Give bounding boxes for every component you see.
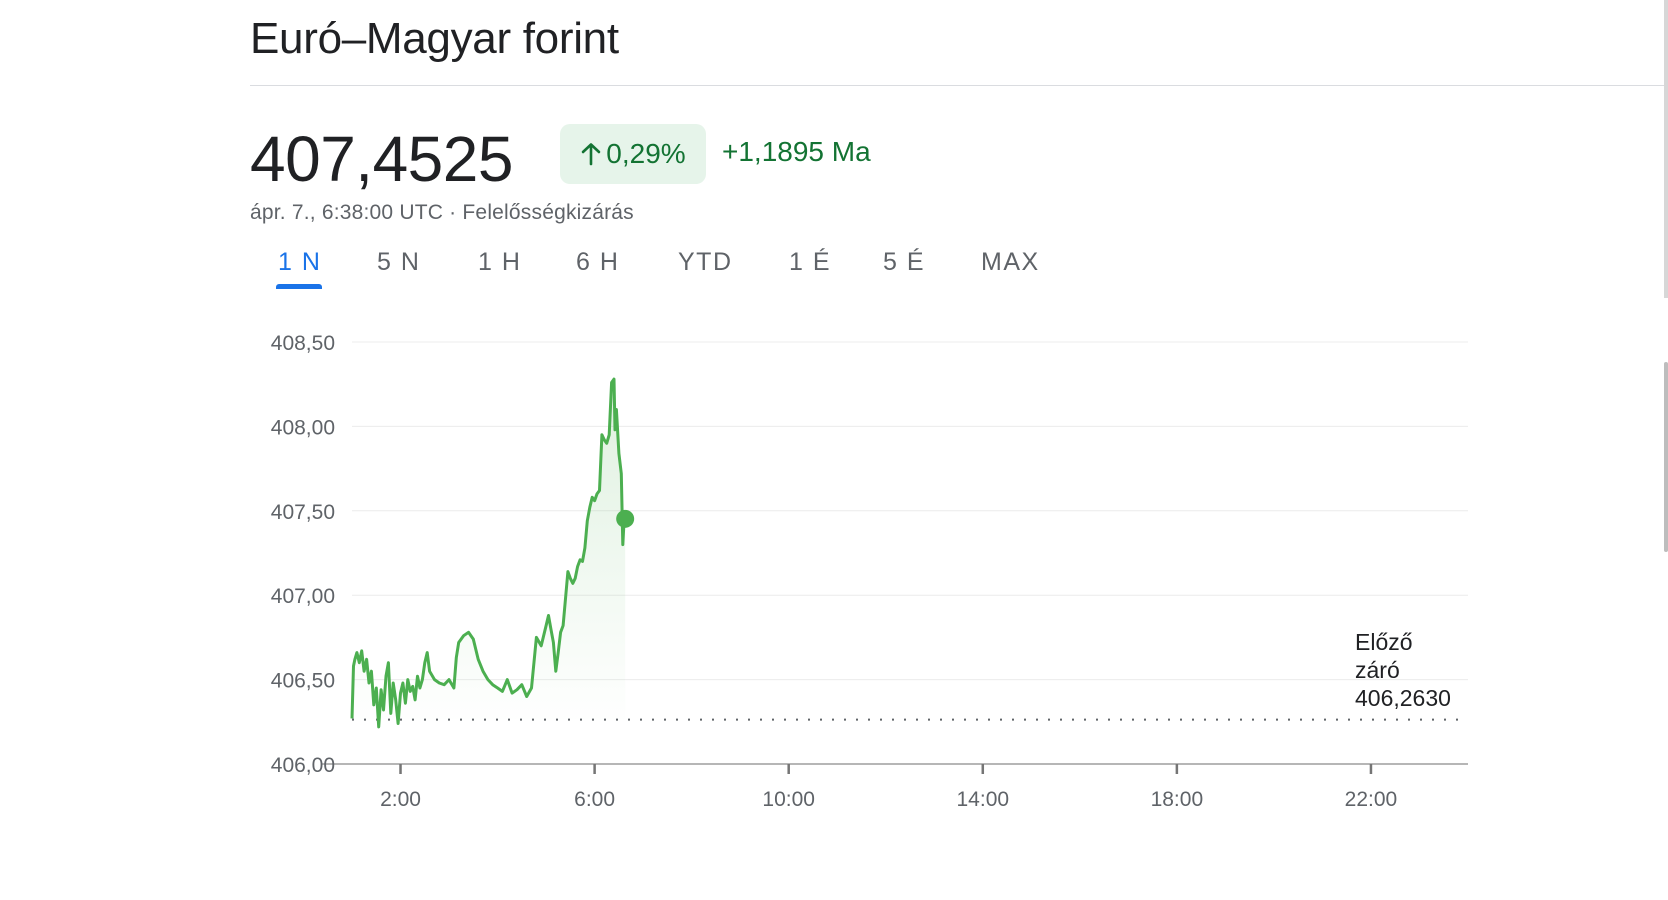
absolute-change: +1,1895 Ma [722,136,871,167]
disclaimer-link[interactable]: Felelősségkizárás [462,201,634,224]
tab-ytd[interactable]: YTD [678,248,733,276]
quote-subline: ápr. 7., 6:38:00 UTC · Felelősségkizárás [250,201,634,225]
x-tick-label: 18:00 [1151,788,1204,811]
last-price-marker [616,509,635,528]
y-tick-label: 408,50 [271,332,335,355]
percent-change-badge: 0,29% [560,124,706,184]
y-tick-label: 408,00 [271,416,335,439]
separator-dot: · [449,201,457,224]
current-price: 407,4525 [250,123,513,195]
arrow-up-icon [580,141,602,167]
quote-timestamp: ápr. 7., 6:38:00 UTC [250,201,444,224]
tab-6-months[interactable]: 6 H [576,248,620,276]
panel-border [1664,0,1668,298]
previous-close-label: záró [1355,657,1400,683]
right-panel-edge [1664,0,1668,900]
header-divider [250,85,1668,86]
tab-5-years[interactable]: 5 É [883,248,926,276]
tab-5-days[interactable]: 5 N [377,248,421,276]
previous-close-label: Előző [1355,629,1413,655]
price-chart[interactable]: 408,50 408,00 407,50 407,00 406,50 406,00 2:0… [0,300,1668,840]
tab-1-year[interactable]: 1 É [789,248,832,276]
y-tick-label: 407,50 [271,501,335,524]
x-tick-label: 6:00 [574,788,615,811]
x-tick-label: 14:00 [957,788,1010,811]
price-series-line [350,377,627,729]
x-tick-label: 22:00 [1345,788,1398,811]
previous-close-value: 406,2630 [1355,685,1451,711]
y-tick-label: 407,00 [271,585,335,608]
x-tick-label: 10:00 [762,788,815,811]
tab-1-month[interactable]: 1 H [478,248,522,276]
tab-1-day[interactable]: 1 N [278,248,322,276]
tab-max[interactable]: MAX [981,248,1040,276]
page-title: Euró–Magyar forint [250,14,619,63]
y-tick-label: 406,50 [271,670,335,693]
percent-change: 0,29% [606,138,686,169]
scrollbar-thumb[interactable] [1664,362,1668,552]
y-tick-label: 406,00 [271,754,335,777]
active-tab-indicator [276,284,322,289]
x-tick-label: 2:00 [380,788,421,811]
price-area-fill [352,379,626,727]
